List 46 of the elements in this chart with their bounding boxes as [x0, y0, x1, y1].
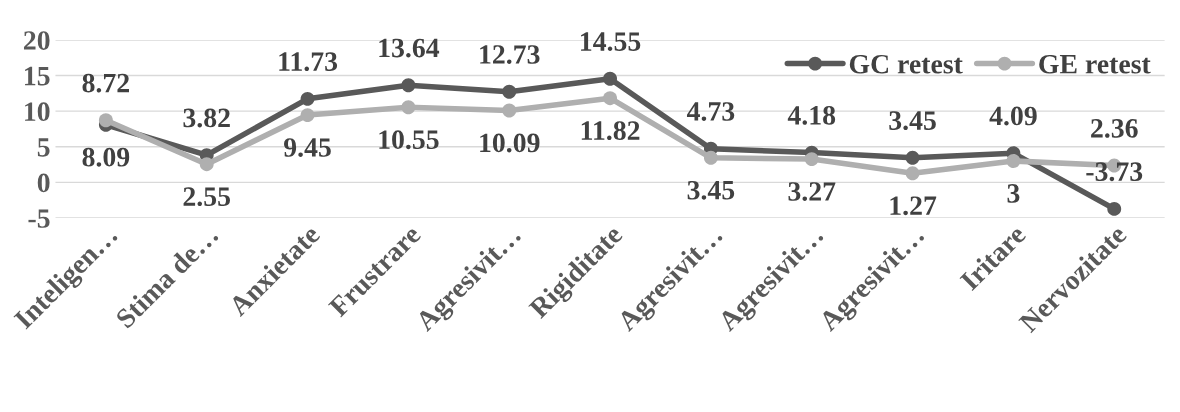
data-label: 13.64 [379, 38, 440, 58]
point [603, 71, 617, 86]
y-tick-label: 10 [25, 102, 50, 122]
legend-label: GE retest [1039, 54, 1151, 74]
point [1107, 201, 1122, 216]
point [905, 166, 920, 181]
point [905, 150, 920, 165]
point [603, 91, 617, 106]
point [1006, 154, 1021, 168]
data-label: 9.45 [284, 138, 331, 157]
data-label: 3 [1007, 184, 1020, 203]
data-label: 14.55 [581, 32, 641, 52]
y-tick-label: 15 [25, 66, 50, 86]
data-label: 11.73 [279, 52, 338, 72]
point [300, 91, 315, 106]
data-label: 2.55 [183, 187, 230, 207]
point [401, 78, 416, 93]
data-label: 1.27 [890, 196, 937, 216]
data-label: 3.82 [183, 108, 230, 128]
data-label: -3.73 [1086, 162, 1143, 182]
y-tick-label: 20 [23, 31, 50, 50]
data-label: 3.27 [788, 182, 836, 201]
data-label: 8.72 [82, 73, 129, 93]
point [703, 150, 718, 165]
y-tick-label: -5 [28, 209, 50, 228]
point [804, 152, 819, 167]
data-label: 8.09 [82, 147, 130, 167]
data-label: 10.09 [480, 133, 540, 153]
data-label: 3.45 [687, 180, 735, 200]
data-label: 4.73 [686, 102, 735, 121]
data-label: 11.82 [581, 121, 640, 141]
data-label: 12.73 [480, 45, 540, 64]
legend-label: GC retest [849, 54, 963, 74]
point [199, 157, 214, 172]
point [401, 100, 416, 115]
point [502, 103, 517, 118]
data-label: 2.36 [1091, 119, 1138, 138]
point [502, 84, 517, 99]
y-tick-label: 5 [37, 138, 50, 157]
data-label: 4.09 [989, 106, 1037, 126]
data-label: 10.55 [379, 130, 439, 150]
point [300, 108, 315, 123]
point [98, 113, 113, 128]
data-label: 4.18 [787, 105, 836, 125]
y-tick-label: 0 [37, 173, 50, 193]
data-label: 3.45 [889, 111, 936, 131]
